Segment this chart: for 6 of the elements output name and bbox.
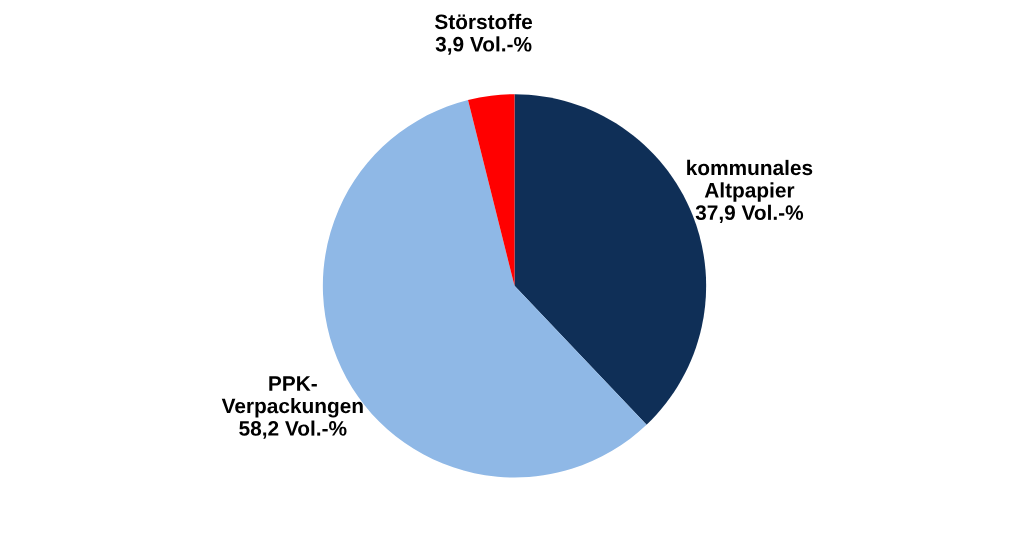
slice-label: Störstoffe xyxy=(435,13,533,30)
slice-label: PPK- Verpackungen xyxy=(221,376,363,418)
data-label: 37,9 Vol.-% xyxy=(695,204,804,224)
slice-label: kommunales Altpapier xyxy=(687,159,813,202)
data-label: 58,2 Vol.-% xyxy=(239,420,347,439)
data-label: 3,9 Vol.-% xyxy=(435,36,532,55)
